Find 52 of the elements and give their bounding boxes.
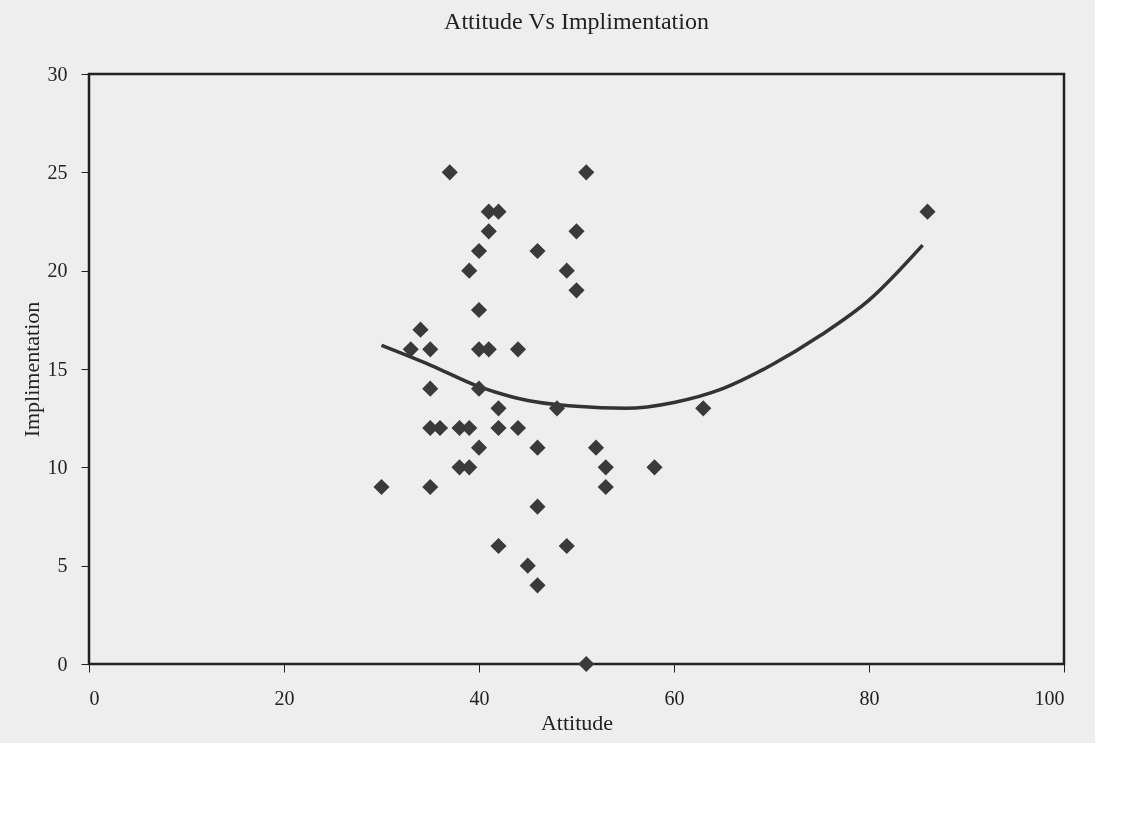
point — [480, 223, 497, 240]
y-tick-label: 20 — [47, 259, 68, 282]
point — [490, 537, 507, 555]
y-tick-label: 25 — [47, 160, 68, 183]
point — [422, 380, 439, 397]
point — [578, 164, 595, 181]
point — [695, 400, 712, 417]
point — [490, 400, 507, 417]
x-tick-label: 20 — [274, 686, 295, 709]
point — [441, 164, 458, 181]
point — [470, 242, 488, 260]
point — [412, 321, 429, 338]
x-tick-label: 60 — [664, 686, 685, 709]
point — [519, 557, 536, 574]
point — [529, 498, 546, 515]
x-tick-label: 0 — [89, 686, 100, 709]
x-axis-title: Attitude — [540, 709, 614, 735]
point — [470, 439, 488, 456]
point — [646, 459, 663, 476]
y-tick-label: 0 — [57, 652, 68, 675]
point — [558, 262, 575, 279]
point — [597, 459, 614, 476]
x-tick-label: 100 — [1034, 686, 1065, 709]
point — [422, 341, 439, 358]
y-axis-title: Implimentation — [18, 301, 44, 438]
point — [461, 262, 478, 279]
y-tick-label: 15 — [47, 357, 68, 380]
point — [470, 380, 488, 397]
point — [578, 655, 595, 673]
y-tick-label: 10 — [47, 455, 68, 478]
point — [568, 223, 585, 240]
x-tick-label: 40 — [469, 686, 490, 709]
point — [548, 400, 566, 417]
point — [919, 203, 936, 220]
point — [490, 419, 507, 437]
chart-title: Attitude Vs Implimentation — [444, 8, 709, 34]
point — [529, 242, 546, 260]
point — [422, 478, 439, 496]
y-tick-label: 5 — [57, 554, 68, 577]
point — [529, 577, 546, 594]
point — [509, 419, 527, 437]
point — [568, 282, 585, 299]
point — [597, 478, 614, 496]
point — [373, 478, 390, 496]
point — [470, 301, 488, 319]
point — [587, 439, 605, 456]
point — [509, 341, 527, 358]
point — [402, 341, 419, 358]
point — [558, 537, 575, 555]
x-tick-label: 80 — [859, 686, 880, 709]
y-tick-label: 30 — [47, 62, 68, 85]
point — [529, 439, 546, 456]
